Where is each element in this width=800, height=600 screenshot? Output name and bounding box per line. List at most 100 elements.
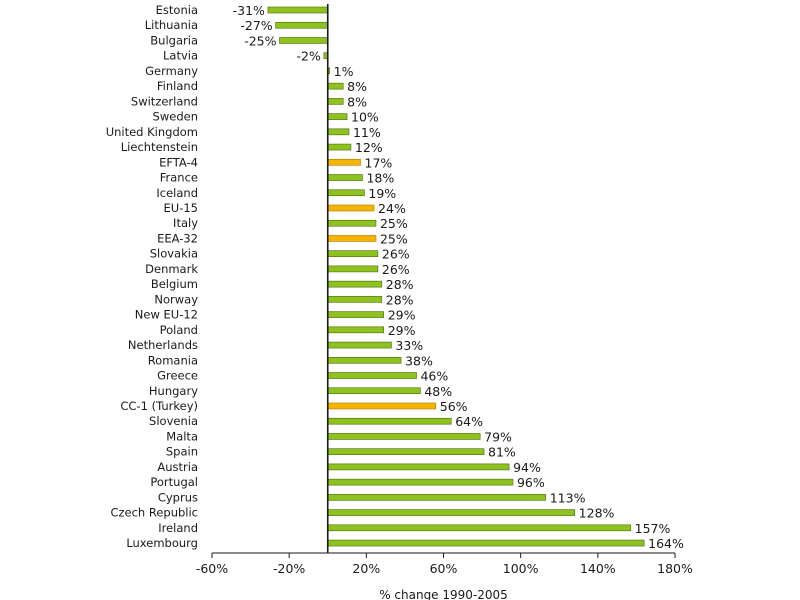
value-label-belgium: 28% (386, 277, 414, 292)
bar-netherlands (327, 341, 392, 349)
category-label-austria: Austria (157, 460, 198, 474)
category-label-estonia: Estonia (156, 3, 198, 17)
bar-estonia (267, 6, 329, 14)
category-label-hungary: Hungary (149, 384, 198, 398)
bar-luxembourg (327, 539, 645, 547)
value-label-slovakia: 26% (382, 247, 410, 262)
category-label-malta: Malta (166, 429, 198, 443)
value-label-malta: 79% (484, 429, 512, 444)
category-label-switzerland: Switzerland (131, 94, 198, 108)
x-axis-title: % change 1990-2005 (379, 588, 508, 600)
bar-sweden (327, 113, 348, 120)
category-label-czech-republic: Czech Republic (110, 506, 198, 520)
bar-finland (327, 82, 344, 90)
bar-cc-1-turkey (327, 402, 437, 410)
value-label-bulgaria: -25% (244, 33, 276, 48)
category-label-lithuania: Lithuania (145, 18, 198, 32)
category-label-ireland: Ireland (158, 521, 198, 535)
value-label-france: 18% (366, 171, 394, 186)
category-label-efta-4: EFTA-4 (159, 155, 198, 169)
bar-hungary (327, 387, 421, 395)
value-label-eu-15: 24% (378, 201, 406, 216)
value-label-switzerland: 8% (347, 94, 367, 109)
bar-united-kingdom (327, 128, 350, 136)
category-label-spain: Spain (166, 445, 198, 459)
x-tick-label: 100% (503, 561, 539, 576)
value-label-cyprus: 113% (550, 490, 586, 505)
value-label-united-kingdom: 11% (353, 125, 381, 140)
bar-spain (327, 448, 485, 455)
bar-romania (327, 356, 402, 364)
bar-belgium (327, 280, 383, 288)
bar-cyprus (327, 494, 547, 501)
value-label-finland: 8% (347, 79, 367, 94)
value-label-cc-1-turkey: 56% (440, 399, 468, 414)
value-label-new-eu-12: 29% (388, 308, 416, 323)
bar-switzerland (327, 98, 344, 105)
bar-czech-republic (327, 509, 575, 516)
category-label-cyprus: Cyprus (158, 490, 198, 504)
category-label-netherlands: Netherlands (128, 338, 198, 352)
value-label-portugal: 96% (517, 475, 545, 490)
bar-norway (327, 296, 383, 303)
value-label-hungary: 48% (424, 384, 452, 399)
bar-slovakia (327, 250, 379, 257)
category-label-italy: Italy (173, 216, 198, 230)
bar-poland (327, 326, 384, 334)
value-label-germany: 1% (334, 64, 354, 79)
category-label-poland: Poland (160, 323, 198, 337)
bar-eu-15 (327, 204, 375, 212)
x-tick-label: -20% (273, 561, 305, 576)
axis-layer: -60% -20% 20% 60% 100% 140% 180% (196, 4, 693, 576)
category-label-sweden: Sweden (153, 110, 198, 124)
bar-ireland (327, 524, 631, 532)
bar-bulgaria (279, 37, 329, 44)
category-label-germany: Germany (145, 64, 198, 78)
value-label-estonia: -31% (233, 3, 265, 18)
bar-eea-32 (327, 235, 377, 242)
bar-slovenia (327, 417, 452, 425)
x-tick-label: 140% (580, 561, 616, 576)
x-tick-label: -60% (196, 561, 228, 576)
category-label-greece: Greece (157, 369, 198, 383)
category-label-eea-32: EEA-32 (157, 231, 198, 245)
category-label-iceland: Iceland (156, 186, 198, 200)
category-label-belgium: Belgium (151, 277, 198, 291)
bar-iceland (327, 189, 365, 197)
category-label-france: France (160, 171, 198, 185)
value-label-latvia: -2% (297, 49, 321, 64)
value-label-slovenia: 64% (455, 414, 483, 429)
category-label-latvia: Latvia (163, 49, 198, 63)
bar-malta (327, 433, 481, 440)
value-label-romania: 38% (405, 353, 433, 368)
x-tick-label: 20% (352, 561, 380, 576)
value-label-netherlands: 33% (395, 338, 423, 353)
bar-france (327, 174, 363, 181)
category-label-romania: Romania (148, 353, 198, 367)
value-label-czech-republic: 128% (579, 506, 615, 521)
value-label-liechtenstein: 12% (355, 140, 383, 155)
category-label-cc-1-turkey: CC-1 (Turkey) (120, 399, 198, 413)
value-label-luxembourg: 164% (648, 536, 684, 551)
value-label-denmark: 26% (382, 262, 410, 277)
bar-austria (327, 463, 510, 471)
category-label-united-kingdom: United Kingdom (106, 125, 198, 139)
category-label-liechtenstein: Liechtenstein (121, 140, 198, 154)
bar-lithuania (275, 21, 329, 29)
bar-italy (327, 219, 377, 227)
value-label-iceland: 19% (368, 186, 396, 201)
x-tick-label: 60% (430, 561, 458, 576)
value-label-lithuania: -27% (240, 18, 272, 33)
value-label-spain: 81% (488, 445, 516, 460)
category-label-portugal: Portugal (150, 475, 198, 489)
bar-greece (327, 372, 417, 379)
category-label-luxembourg: Luxembourg (126, 536, 198, 550)
bar-new-eu-12 (327, 311, 384, 318)
value-label-italy: 25% (380, 216, 408, 231)
category-label-norway: Norway (154, 292, 198, 306)
bars-layer: Estonia -31% Lithuania -27% Bulgaria -25% Latv… (106, 3, 684, 551)
value-label-norway: 28% (386, 292, 414, 307)
bar-efta-4 (327, 159, 361, 166)
bar-liechtenstein (327, 143, 352, 151)
value-label-efta-4: 17% (365, 155, 393, 170)
